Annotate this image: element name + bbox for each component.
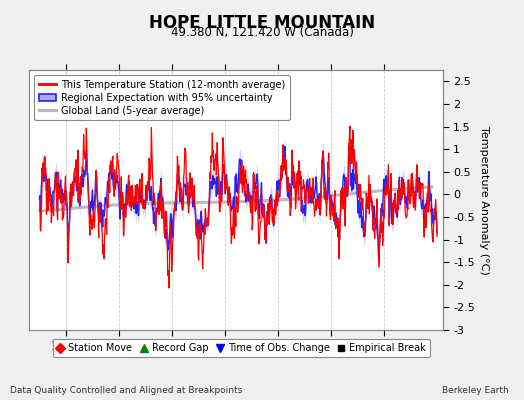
Text: Berkeley Earth: Berkeley Earth xyxy=(442,386,508,395)
Text: HOPE LITTLE MOUNTAIN: HOPE LITTLE MOUNTAIN xyxy=(149,14,375,32)
Text: 49.380 N, 121.420 W (Canada): 49.380 N, 121.420 W (Canada) xyxy=(171,26,353,39)
Legend: Station Move, Record Gap, Time of Obs. Change, Empirical Break: Station Move, Record Gap, Time of Obs. C… xyxy=(52,339,430,357)
Text: Data Quality Controlled and Aligned at Breakpoints: Data Quality Controlled and Aligned at B… xyxy=(10,386,243,395)
Y-axis label: Temperature Anomaly (°C): Temperature Anomaly (°C) xyxy=(479,126,489,274)
Legend: This Temperature Station (12-month average), Regional Expectation with 95% uncer: This Temperature Station (12-month avera… xyxy=(34,75,290,120)
